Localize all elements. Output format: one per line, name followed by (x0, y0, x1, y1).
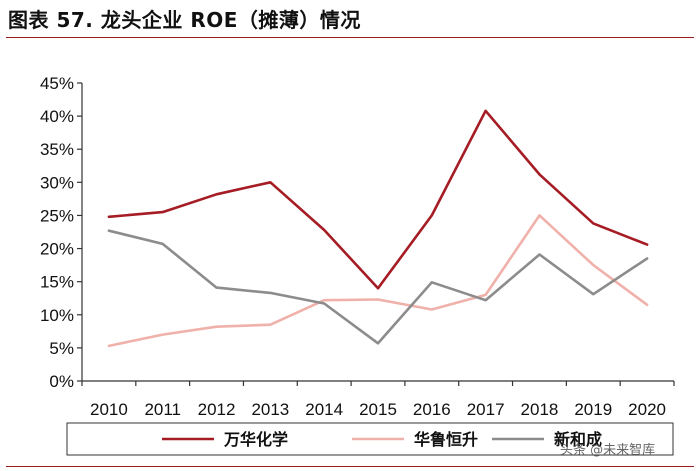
legend-label-0: 万华化学 (223, 430, 288, 449)
x-tick-label: 2011 (144, 400, 181, 419)
y-tick-label: 10% (40, 306, 74, 325)
y-tick-label: 0% (49, 372, 74, 391)
y-tick-label: 15% (40, 273, 74, 292)
series-line-0 (107, 109, 649, 290)
series-line-1 (107, 214, 649, 348)
bottom-divider (6, 466, 694, 467)
x-tick-label: 2015 (359, 400, 397, 419)
y-tick-label: 25% (40, 206, 74, 225)
x-tick-label: 2010 (90, 400, 128, 419)
series-lines (107, 109, 649, 348)
legend-label-2: 新和成 (554, 430, 602, 449)
x-tick-label: 2018 (521, 400, 559, 419)
title-divider (6, 37, 694, 38)
series-line-2 (107, 229, 649, 345)
chart-title: 图表 57. 龙头企业 ROE（摊薄）情况 (8, 8, 361, 32)
axes: 0% 5% 10% 15% 20% 25% 30% 35% 40% 45% 2010 2011 2012… (40, 74, 675, 419)
x-tick-label: 2019 (574, 400, 612, 419)
y-tick-label: 20% (40, 240, 74, 259)
x-tick-label: 2017 (467, 400, 505, 419)
x-tick-label: 2013 (251, 400, 289, 419)
y-tick-label: 35% (40, 140, 74, 159)
x-tick-label: 2016 (413, 400, 451, 419)
watermark: 头条 @未来智库 (560, 443, 656, 458)
y-tick-label: 5% (49, 339, 74, 358)
y-tick-label: 30% (40, 173, 74, 192)
x-tick-label: 2012 (198, 400, 236, 419)
x-tick-label: 2020 (628, 400, 666, 419)
x-tick-label: 2014 (305, 400, 343, 419)
legend: 万华化学 华鲁恒升 新和成 (66, 422, 674, 456)
y-tick-label: 45% (40, 74, 74, 93)
legend-label-1: 华鲁恒升 (414, 430, 478, 449)
y-tick-label: 40% (40, 107, 74, 126)
